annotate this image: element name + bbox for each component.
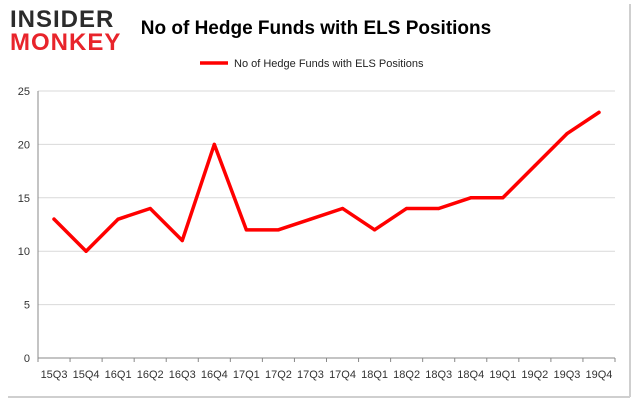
logo-line-2: MONKEY xyxy=(10,29,121,56)
y-tick-label: 0 xyxy=(24,353,30,365)
insider-monkey-logo: INSIDER MONKEY xyxy=(10,6,121,56)
x-tick-label: 19Q1 xyxy=(489,369,516,381)
legend-label: No of Hedge Funds with ELS Positions xyxy=(234,58,424,70)
data-point xyxy=(244,228,248,232)
chart-title: No of Hedge Funds with ELS Positions xyxy=(141,18,491,39)
x-tick-label: 16Q4 xyxy=(201,369,228,381)
x-tick-label: 19Q2 xyxy=(521,369,548,381)
data-point xyxy=(116,217,120,221)
data-point xyxy=(437,206,441,211)
series-group xyxy=(52,110,601,253)
data-point xyxy=(212,142,216,146)
axes xyxy=(37,91,616,362)
x-tick-label: 17Q4 xyxy=(329,369,356,381)
y-tick-label: 25 xyxy=(18,86,30,98)
data-point xyxy=(533,164,537,168)
data-point xyxy=(84,249,88,253)
y-tick-label: 5 xyxy=(24,300,30,312)
x-tick-label: 15Q3 xyxy=(41,369,68,381)
x-tick-label: 16Q3 xyxy=(169,369,196,381)
data-point xyxy=(565,132,569,136)
series-line xyxy=(52,110,601,253)
y-tick-label: 10 xyxy=(18,246,30,258)
x-tick-label: 17Q1 xyxy=(233,369,260,381)
x-tick-label: 18Q3 xyxy=(425,369,452,381)
x-tick-label: 19Q4 xyxy=(586,369,613,381)
data-point xyxy=(276,228,281,232)
data-point xyxy=(52,217,56,221)
legend: No of Hedge Funds with ELS Positions xyxy=(200,58,424,70)
y-tick-labels: 0 5 10 15 20 25 xyxy=(18,86,30,365)
data-point xyxy=(469,196,473,200)
y-tick-label: 20 xyxy=(18,139,30,151)
x-tick-label: 16Q2 xyxy=(137,369,164,381)
data-point xyxy=(372,228,377,232)
x-tick-labels: 15Q3 15Q4 16Q1 16Q2 16Q3 16Q4 17Q1 17Q2 17Q3 17Q4… xyxy=(41,369,613,381)
gridlines xyxy=(38,90,615,306)
x-tick-label: 18Q1 xyxy=(361,369,388,381)
x-tick-label: 16Q1 xyxy=(105,369,132,381)
x-tick-label: 17Q2 xyxy=(265,369,292,381)
data-point xyxy=(148,206,152,211)
data-point xyxy=(340,206,345,211)
x-tick-label: 18Q4 xyxy=(457,369,484,381)
x-tick-label: 17Q3 xyxy=(297,369,324,381)
logo-line-1: INSIDER xyxy=(10,6,114,33)
data-point xyxy=(308,217,313,221)
data-point xyxy=(597,110,601,114)
x-tick-label: 19Q3 xyxy=(553,369,580,381)
y-tick-label: 15 xyxy=(18,193,30,205)
x-tick-label: 18Q2 xyxy=(393,369,420,381)
data-point xyxy=(405,206,409,211)
data-point xyxy=(180,238,184,243)
data-point xyxy=(501,196,505,200)
x-tick-label: 15Q4 xyxy=(73,369,100,381)
